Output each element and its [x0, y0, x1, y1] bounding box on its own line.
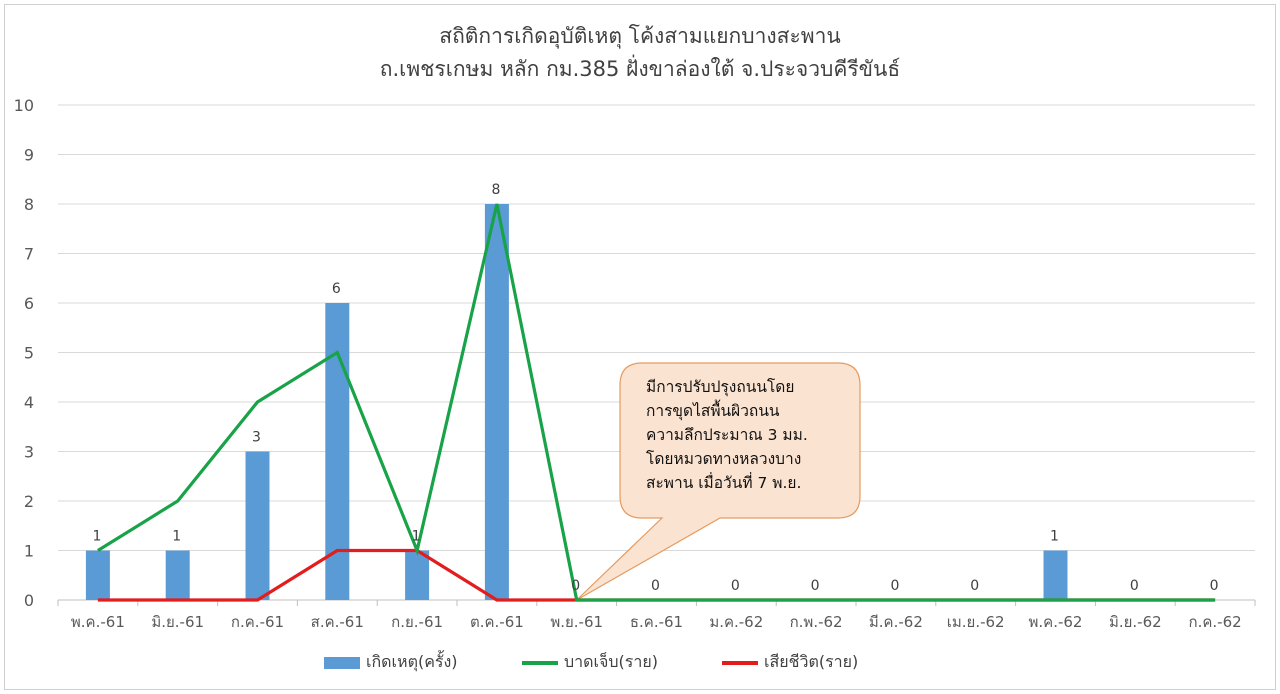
legend-swatch-injured — [522, 660, 558, 665]
y-tick-label: 2 — [24, 492, 34, 511]
bar-data-label: 6 — [332, 281, 341, 297]
x-tick-label: ก.ค.-61 — [231, 613, 284, 631]
y-tick-label: 7 — [24, 245, 34, 264]
y-tick-label: 10 — [14, 96, 34, 115]
legend-label-injured: บาดเจ็บ(ราย) — [564, 652, 658, 671]
x-tick-label: มิ.ย.-62 — [1109, 613, 1162, 631]
x-tick-label: ธ.ค.-61 — [630, 613, 683, 631]
chart-legend: เกิดเหตุ(ครั้ง) บาดเจ็บ(ราย) เสียชีวิต(ร… — [0, 650, 1280, 676]
y-tick-label: 3 — [24, 443, 34, 462]
bar — [405, 550, 430, 600]
chart-title-line1: สถิติการเกิดอุบัติเหตุ โค้งสามแยกบางสะพา… — [439, 24, 841, 48]
bar — [165, 550, 190, 600]
y-tick-label: 4 — [24, 393, 34, 412]
x-tick-label: มิ.ย.-61 — [151, 613, 204, 631]
annotation-callout-bubble — [576, 362, 861, 601]
bar-data-label: 0 — [571, 578, 580, 594]
y-tick-label: 9 — [24, 146, 34, 165]
legend-swatch-deaths — [722, 660, 758, 665]
bar — [85, 550, 110, 600]
legend-label-accidents: เกิดเหตุ(ครั้ง) — [366, 652, 458, 671]
bar-data-label: 1 — [92, 529, 101, 545]
bar-data-label: 8 — [491, 182, 500, 198]
bar-data-label: 1 — [1050, 529, 1059, 545]
bar-data-label: 0 — [811, 578, 820, 594]
x-tick-label: ก.พ.-62 — [790, 613, 843, 631]
legend-item-injured: บาดเจ็บ(ราย) — [522, 650, 658, 675]
y-tick-label: 8 — [24, 195, 34, 214]
y-tick-label: 6 — [24, 294, 34, 313]
x-tick-label: พ.ค.-61 — [71, 613, 125, 631]
line-injured — [97, 203, 1216, 602]
bar-data-label: 0 — [890, 578, 899, 594]
x-tick-label: เม.ย.-62 — [947, 613, 1005, 631]
legend-label-deaths: เสียชีวิต(ราย) — [764, 652, 859, 671]
bar — [1043, 550, 1068, 600]
legend-item-deaths: เสียชีวิต(ราย) — [722, 650, 858, 675]
bar-data-label: 0 — [651, 578, 660, 594]
legend-swatch-accidents — [324, 656, 360, 669]
bar-data-label: 0 — [731, 578, 740, 594]
x-tick-label: ก.ย.-61 — [391, 613, 443, 631]
chart-title-line2: ถ.เพชรเกษม หลัก กม.385 ฝั่งขาล่องใต้ จ.ป… — [379, 57, 901, 81]
bar-data-label: 3 — [252, 430, 261, 446]
bar-data-label: 1 — [412, 529, 421, 545]
bar-data-label: 0 — [1210, 578, 1219, 594]
bar-data-label: 0 — [1130, 578, 1139, 594]
bar — [484, 204, 509, 600]
bar-data-label: 1 — [172, 529, 181, 545]
bar — [245, 451, 270, 600]
x-tick-label: พ.ย.-61 — [550, 613, 603, 631]
legend-item-accidents: เกิดเหตุ(ครั้ง) — [324, 650, 458, 675]
x-tick-label: ม.ค.-62 — [709, 613, 763, 631]
x-tick-label: มี.ค.-62 — [869, 613, 923, 631]
x-tick-label: ต.ค.-61 — [470, 613, 524, 631]
y-tick-label: 0 — [24, 591, 34, 610]
x-tick-label: พ.ค.-62 — [1029, 613, 1083, 631]
x-tick-label: ส.ค.-61 — [311, 613, 364, 631]
bar-data-label: 0 — [970, 578, 979, 594]
x-tick-label: ก.ค.-62 — [1189, 613, 1242, 631]
y-tick-label: 1 — [24, 542, 34, 561]
y-tick-label: 5 — [24, 344, 34, 363]
annotation-callout-text: มีการปรับปรุงถนนโดย การขุดไสพื้นผิวถนน ค… — [646, 378, 808, 492]
